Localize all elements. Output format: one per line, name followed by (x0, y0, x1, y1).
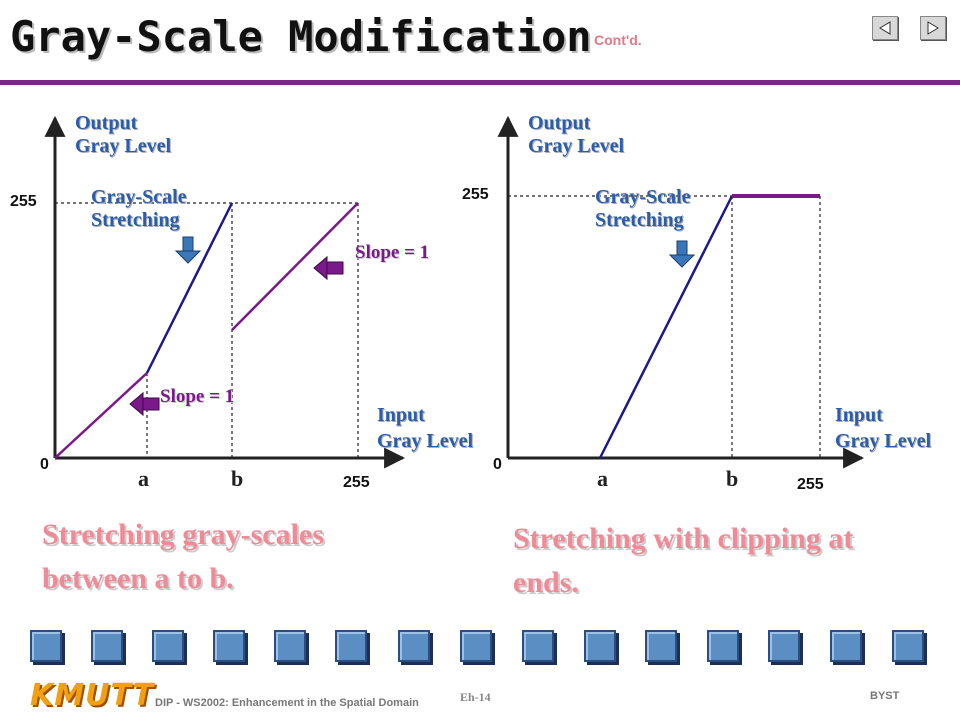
continued-label: Cont'd. (594, 32, 642, 48)
slide-nav-square[interactable] (274, 630, 306, 662)
left-x-axis-label-line2: Gray Level (377, 430, 474, 452)
next-slide-button[interactable] (920, 16, 946, 40)
left-annotation-line2: Stretching (91, 209, 180, 231)
slide-nav-square[interactable] (335, 630, 367, 662)
left-diagram-graphics (44, 115, 406, 469)
prev-slide-button[interactable] (872, 16, 898, 40)
left-x-axis-label-line1: Input (377, 404, 425, 426)
footer-author: BYST (870, 690, 900, 702)
right-y-axis-label-line1: Output (528, 112, 591, 134)
left-slope-lower-label: Slope = 1 (160, 386, 235, 407)
slide-nav-square[interactable] (584, 630, 616, 662)
right-y-axis-label-line2: Gray Level (528, 135, 625, 157)
left-caption-line2: between a to b. (42, 562, 234, 595)
slide-nav-square[interactable] (91, 630, 123, 662)
page-title: Gray-Scale Modification (10, 12, 592, 61)
slide-nav-square[interactable] (830, 630, 862, 662)
right-diagram-graphics (497, 115, 865, 469)
left-caption-line1: Stretching gray-scales (42, 518, 324, 551)
footer-page-number: Eh-14 (460, 690, 491, 704)
left-x-tick-255: 255 (343, 474, 370, 491)
right-x-tick-255: 255 (797, 476, 824, 493)
right-annotation-line2: Stretching (595, 209, 684, 231)
right-caption-line1: Stretching with clipping at (513, 522, 854, 555)
footer-course: DIP - WS2002: Enhancement in the Spatial… (155, 697, 419, 709)
kmutt-logo: KMUTT (30, 678, 155, 713)
left-upper-slope-arrow-icon (313, 255, 344, 281)
left-x-tick-a: a (138, 466, 149, 491)
left-down-arrow-icon (174, 236, 202, 264)
left-lower-segment (54, 372, 148, 459)
next-slide-icon (927, 21, 939, 35)
slide-nav-square[interactable] (768, 630, 800, 662)
right-x-tick-a: a (597, 466, 608, 491)
slide-nav-square[interactable] (892, 630, 924, 662)
right-origin-label: 0 (493, 456, 502, 473)
header-divider (0, 80, 960, 85)
slide-nav-square[interactable] (30, 630, 62, 662)
left-annotation-line1: Gray-Scale (91, 186, 187, 208)
right-x-axis-label-line2: Gray Level (835, 430, 932, 452)
right-x-axis-label-line1: Input (835, 404, 883, 426)
left-y-tick-255: 255 (10, 193, 37, 210)
prev-slide-icon (879, 21, 891, 35)
right-down-arrow-icon (668, 240, 696, 268)
slide-nav-square[interactable] (645, 630, 677, 662)
right-y-tick-255: 255 (462, 186, 489, 203)
left-origin-label: 0 (40, 456, 49, 473)
left-upper-segment (231, 202, 359, 331)
left-x-tick-b: b (231, 466, 244, 491)
slide-nav-square[interactable] (398, 630, 430, 662)
right-annotation-line1: Gray-Scale (595, 186, 691, 208)
slide-nav-square[interactable] (152, 630, 184, 662)
right-caption-line2: ends. (513, 566, 579, 599)
left-slope-upper-label: Slope = 1 (355, 242, 430, 263)
right-x-tick-b: b (726, 466, 739, 491)
slide-nav-square[interactable] (213, 630, 245, 662)
left-lower-slope-arrow-icon (129, 391, 160, 417)
left-y-axis-label-line1: Output (75, 112, 138, 134)
slide-nav-square[interactable] (522, 630, 554, 662)
left-y-axis-label-line2: Gray Level (75, 135, 172, 157)
left-stretch-segment (145, 202, 234, 374)
slide-nav-square[interactable] (707, 630, 739, 662)
slide-nav-square[interactable] (460, 630, 492, 662)
right-stretch-segment (598, 195, 734, 459)
